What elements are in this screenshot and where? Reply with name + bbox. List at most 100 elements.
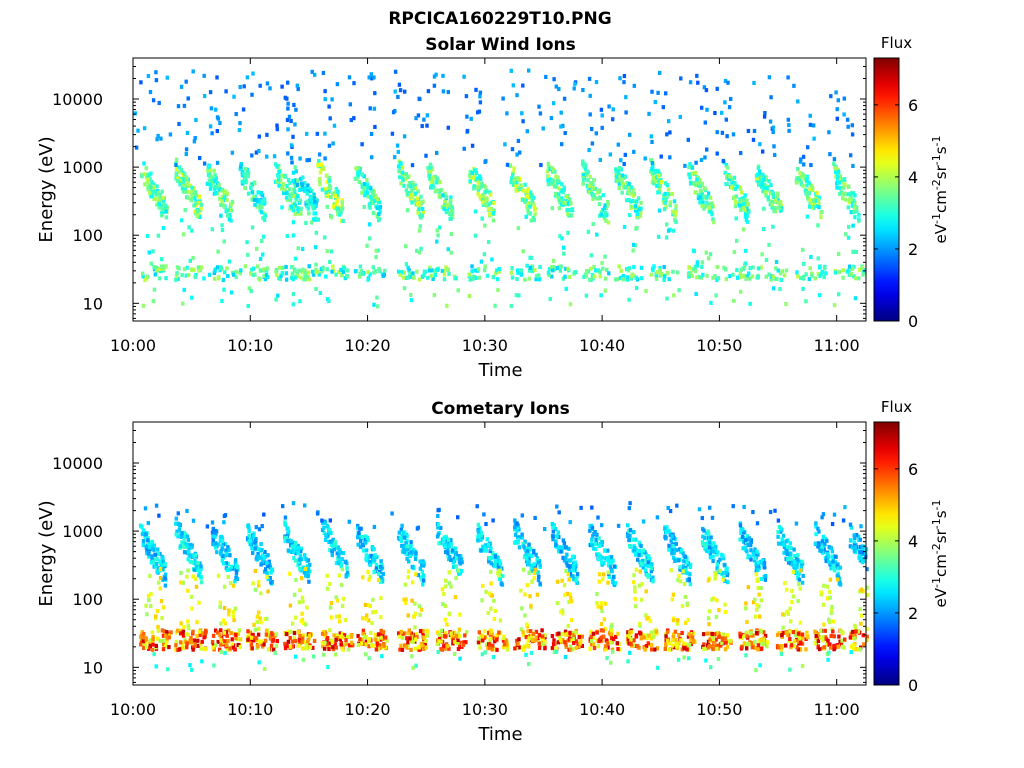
heatmap-cell	[560, 632, 565, 637]
heatmap-cell	[758, 169, 762, 174]
heatmap-cell	[334, 187, 339, 192]
heatmap-cell	[520, 197, 525, 202]
heatmap-cell	[339, 272, 344, 277]
heatmap-cell	[291, 233, 295, 238]
heatmap-cell	[225, 633, 229, 638]
heatmap-cell	[586, 178, 590, 183]
heatmap-cell	[727, 177, 731, 182]
heatmap-cell	[330, 97, 334, 102]
heatmap-cell	[497, 576, 502, 581]
heatmap-cell	[367, 75, 371, 80]
heatmap-cell	[327, 179, 332, 184]
heatmap-cell	[609, 625, 613, 630]
heatmap-cell	[297, 559, 301, 564]
heatmap-cell	[673, 558, 677, 563]
heatmap-cell	[489, 606, 493, 611]
heatmap-cell	[183, 267, 187, 272]
heatmap-cell	[221, 553, 225, 558]
heatmap-cell	[702, 632, 706, 637]
heatmap-cell	[670, 547, 674, 552]
heatmap-cell	[202, 635, 206, 640]
heatmap-cell	[726, 80, 730, 85]
heatmap-cell	[847, 264, 852, 269]
heatmap-cell	[527, 557, 531, 562]
heatmap-cell	[200, 646, 204, 651]
heatmap-cell	[802, 274, 806, 279]
heatmap-cell	[725, 566, 729, 571]
heatmap-cell	[356, 523, 360, 528]
heatmap-cell	[450, 548, 455, 553]
heatmap-cell	[183, 183, 187, 188]
heatmap-cell	[336, 206, 340, 211]
heatmap-cell	[224, 189, 228, 194]
heatmap-cell	[672, 547, 677, 552]
heatmap-cell	[186, 189, 190, 194]
heatmap-cell	[383, 268, 387, 273]
heatmap-cell	[413, 601, 417, 606]
heatmap-cell	[454, 576, 458, 581]
heatmap-cell	[551, 524, 555, 529]
heatmap-cell	[402, 286, 407, 291]
heatmap-cell	[150, 180, 154, 185]
heatmap-cell	[488, 642, 492, 647]
heatmap-cell	[268, 575, 272, 580]
heatmap-cell	[706, 191, 711, 196]
heatmap-cell	[322, 652, 326, 657]
heatmap-cell	[153, 552, 158, 557]
heatmap-cell	[444, 535, 448, 540]
heatmap-cell	[599, 605, 603, 610]
heatmap-cell	[616, 523, 621, 528]
heatmap-cell	[375, 206, 379, 211]
heatmap-cell	[767, 179, 771, 184]
heatmap-cell	[667, 647, 672, 652]
heatmap-cell	[759, 184, 764, 189]
heatmap-cell	[333, 194, 337, 199]
heatmap-cell	[604, 218, 608, 223]
heatmap-cell	[465, 128, 470, 133]
heatmap-cell	[418, 612, 422, 617]
heatmap-cell	[599, 601, 604, 606]
heatmap-cell	[147, 598, 151, 603]
heatmap-cell	[193, 558, 197, 563]
heatmap-cell	[325, 267, 329, 272]
heatmap-cell	[174, 172, 179, 177]
heatmap-cell	[401, 177, 405, 182]
heatmap-cell	[253, 627, 258, 632]
heatmap-cell	[706, 643, 710, 648]
heatmap-cell	[458, 612, 462, 617]
heatmap-cell	[529, 218, 533, 223]
heatmap-cell	[291, 501, 296, 506]
heatmap-cell	[519, 272, 524, 277]
heatmap-cell	[675, 644, 679, 649]
heatmap-cell	[281, 265, 285, 270]
heatmap-cell	[344, 638, 348, 643]
heatmap-cell	[401, 546, 406, 551]
heatmap-cell	[843, 191, 847, 196]
heatmap-cell	[390, 511, 394, 516]
heatmap-cell	[598, 274, 602, 279]
heatmap-cell	[702, 528, 706, 533]
heatmap-cell	[405, 534, 409, 539]
heatmap-cell	[295, 182, 300, 187]
heatmap-cell	[179, 570, 183, 575]
heatmap-cell	[408, 184, 413, 189]
heatmap-cell	[261, 644, 265, 649]
heatmap-cell	[188, 559, 193, 564]
heatmap-cell	[571, 647, 575, 652]
heatmap-cell	[597, 202, 602, 207]
heatmap-cell	[709, 201, 713, 206]
heatmap-cell	[706, 639, 711, 644]
heatmap-cell	[543, 635, 547, 640]
heatmap-cell	[651, 635, 656, 640]
heatmap-cell	[513, 540, 517, 545]
heatmap-cell	[365, 535, 369, 540]
heatmap-cell	[262, 267, 266, 272]
heatmap-cell	[708, 252, 713, 257]
heatmap-cell	[732, 298, 736, 303]
heatmap-cell	[495, 277, 500, 282]
heatmap-cell	[316, 269, 320, 274]
heatmap-cell	[214, 643, 218, 648]
heatmap-cell	[265, 81, 270, 86]
heatmap-cell	[148, 177, 152, 182]
heatmap-cell	[611, 558, 615, 563]
